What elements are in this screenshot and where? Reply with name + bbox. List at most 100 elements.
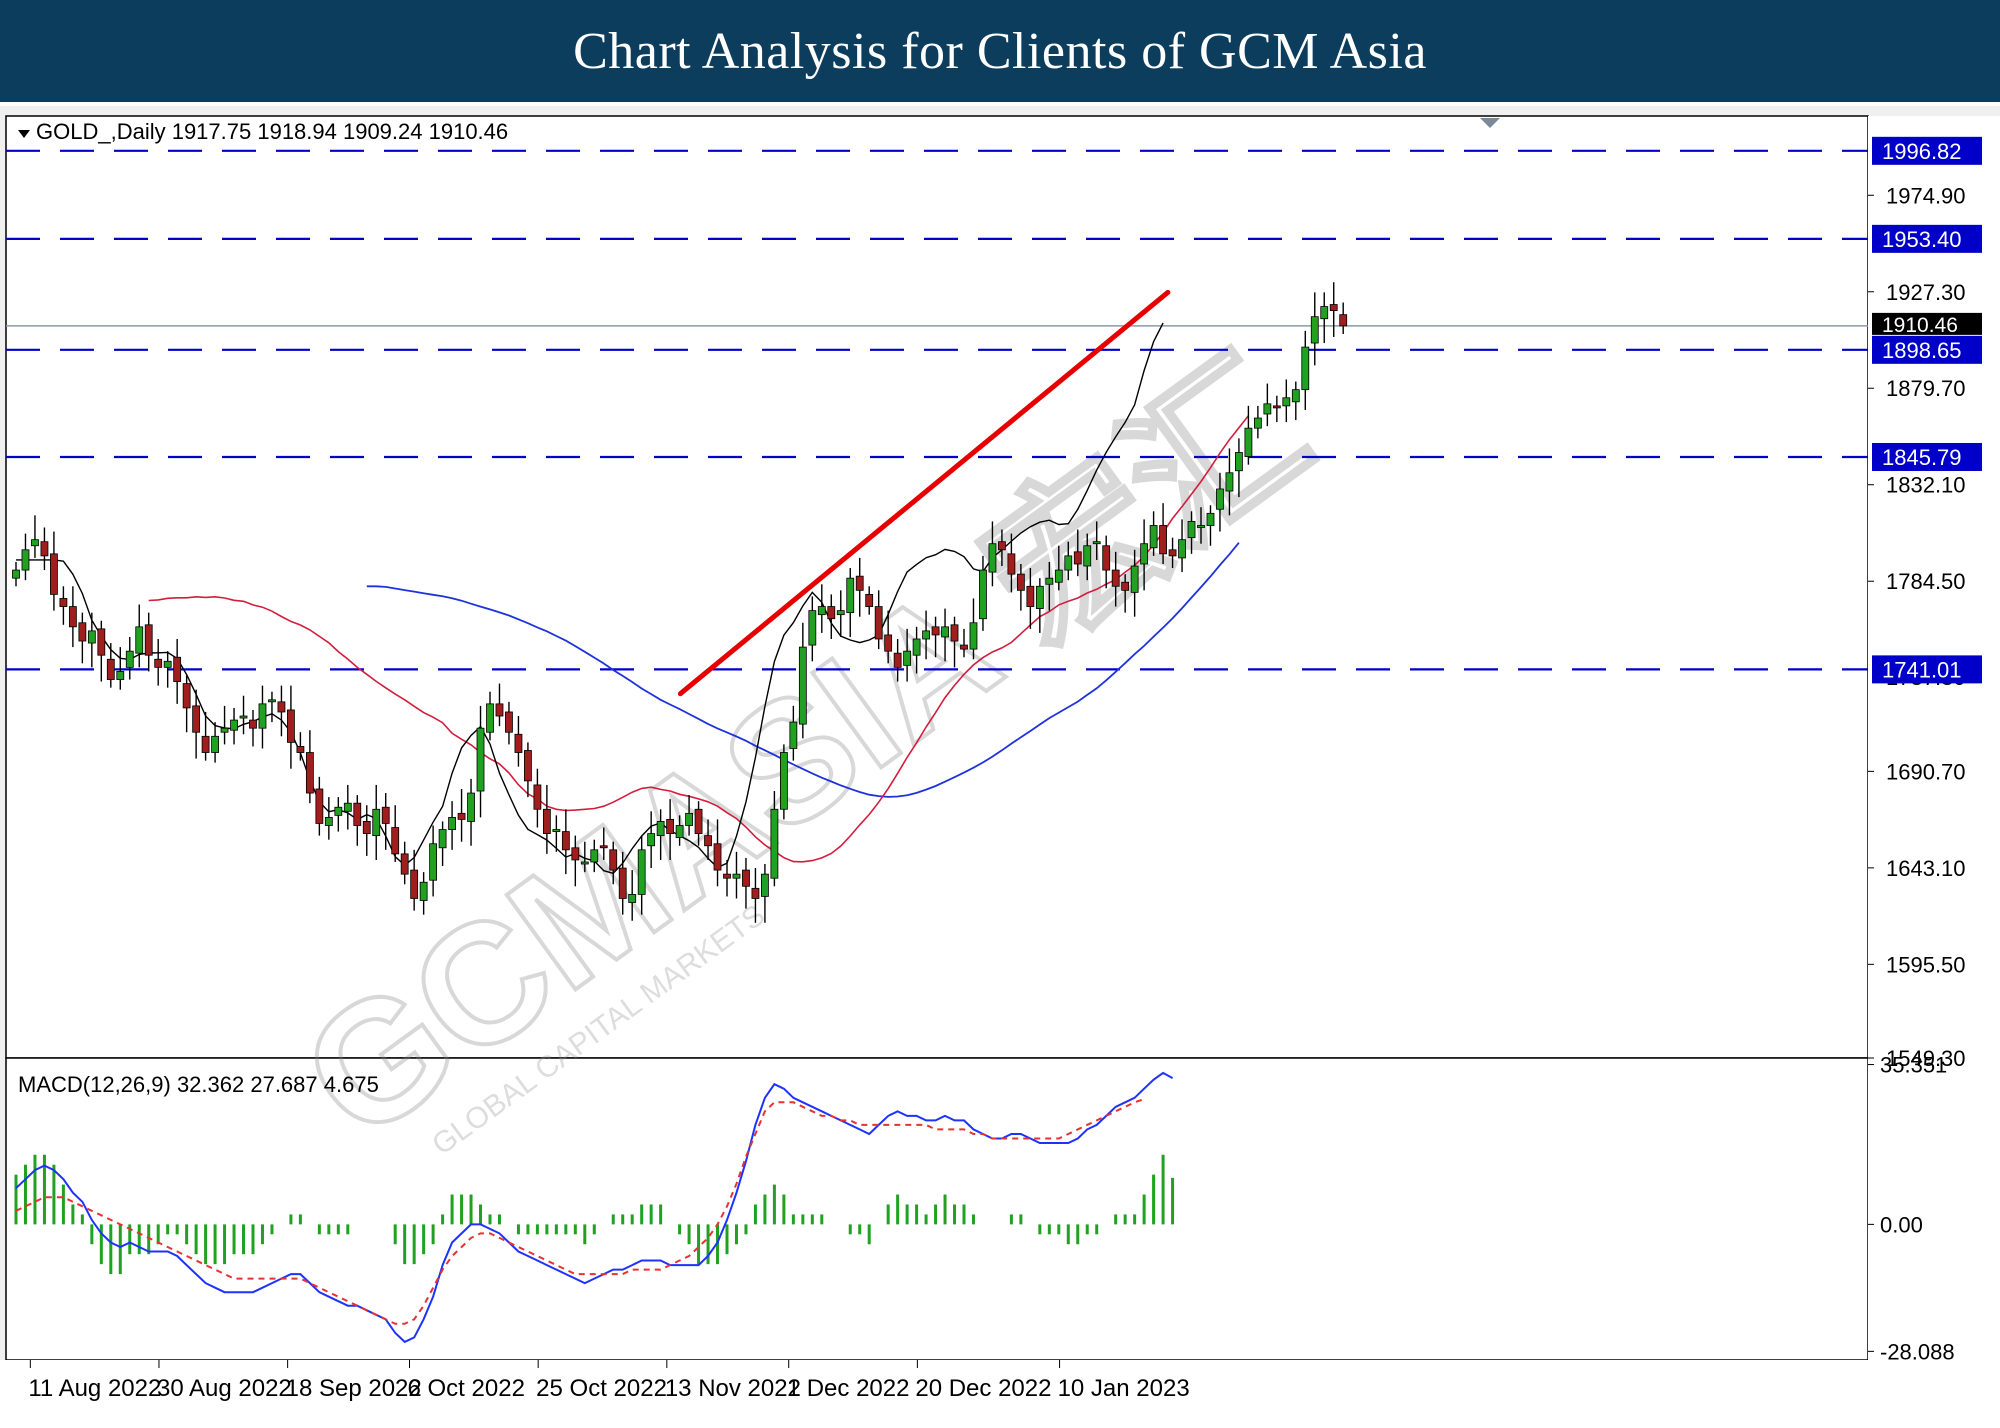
candle-body	[912, 638, 921, 656]
candle-body	[343, 802, 352, 812]
candle-body	[50, 553, 58, 595]
chart-shift-marker-icon[interactable]	[1480, 118, 1500, 128]
candle	[68, 586, 77, 648]
candle	[647, 811, 656, 869]
candle	[201, 711, 210, 761]
candle-body	[1216, 488, 1224, 510]
candle-body	[277, 701, 286, 713]
candle	[704, 819, 712, 860]
candle	[21, 533, 30, 581]
candle-body	[770, 808, 779, 879]
candle-body	[723, 873, 731, 879]
candle	[495, 683, 504, 727]
candle-body	[448, 816, 456, 830]
candle	[1225, 448, 1234, 516]
candle-body	[12, 569, 20, 579]
candle	[1083, 533, 1092, 581]
candle	[723, 859, 731, 897]
candle	[50, 531, 58, 611]
current-price-label: 1910.46	[1882, 314, 1958, 337]
candle-body	[87, 630, 96, 644]
date-tick-label: 1 Dec 2022	[787, 1375, 910, 1402]
candle	[287, 685, 295, 769]
candle	[1235, 438, 1243, 498]
candle	[31, 515, 39, 558]
date-tick-label: 11 Aug 2022	[28, 1375, 161, 1402]
candle	[1168, 537, 1177, 569]
candle-body	[1301, 346, 1310, 391]
candle	[277, 685, 286, 737]
candle	[618, 851, 627, 915]
candle-body	[220, 727, 229, 733]
candle	[1216, 472, 1224, 532]
header-banner: Chart Analysis for Clients of GCM Asia	[0, 0, 2000, 102]
level-badge	[1872, 655, 1982, 684]
candle-body	[182, 683, 191, 709]
banner-divider	[0, 102, 2000, 106]
candle-body	[666, 819, 675, 834]
candle-body	[173, 656, 182, 682]
candle-body	[713, 843, 722, 871]
candle-body	[429, 843, 438, 881]
candle	[865, 586, 874, 615]
signal-line	[15, 1098, 1145, 1325]
candle-body	[950, 624, 959, 642]
candle	[571, 835, 580, 887]
candle	[713, 819, 722, 887]
collapse-triangle-icon[interactable]	[18, 130, 30, 138]
candle-body	[865, 593, 874, 607]
ma-slow-line	[366, 542, 1240, 798]
candle	[609, 841, 618, 885]
candle	[116, 647, 125, 690]
candle-body	[486, 703, 494, 733]
page-title: Chart Analysis for Clients of GCM Asia	[573, 22, 1427, 80]
candle-body	[68, 606, 77, 628]
candle	[675, 815, 684, 846]
candle	[1016, 563, 1025, 611]
candle-body	[618, 867, 627, 899]
candle-body	[561, 831, 570, 851]
candle	[685, 795, 693, 836]
trendline-group	[677, 289, 1171, 697]
date-tick-label: 6 Oct 2022	[408, 1375, 525, 1402]
candle-body	[922, 630, 930, 640]
candle	[125, 636, 134, 680]
candle	[1282, 379, 1291, 423]
candle	[912, 626, 921, 674]
price-panel	[5, 115, 1869, 1059]
candle	[1111, 551, 1120, 607]
candle-body	[135, 626, 144, 654]
macd-tick-label: 35.351	[1880, 1053, 1947, 1078]
candle-body	[324, 816, 333, 826]
candle	[874, 590, 883, 650]
candle-body	[855, 575, 864, 591]
candle-body	[31, 539, 39, 547]
candle	[1073, 529, 1082, 577]
candle	[12, 561, 20, 587]
candle	[931, 616, 940, 658]
candle-body	[154, 658, 163, 668]
candle	[486, 691, 494, 741]
candle-body	[1149, 525, 1158, 549]
macd-tick-label: 0.00	[1880, 1212, 1923, 1237]
candle	[533, 768, 542, 828]
candle	[40, 527, 49, 571]
level-badge	[1872, 224, 1982, 253]
candle	[656, 809, 665, 860]
candle	[448, 801, 456, 850]
candle-body	[1291, 389, 1300, 403]
candle	[1064, 541, 1073, 581]
level-badge-label: 1996.82	[1882, 139, 1962, 164]
candle	[1045, 561, 1054, 611]
candle	[561, 809, 570, 875]
candle	[334, 797, 343, 832]
candle	[770, 791, 779, 887]
price-axis-labels: 1974.90 1927.30 1879.70 1832.10 1784.50 1690.…	[1868, 136, 1982, 1071]
candle-body	[647, 833, 656, 847]
candle-body	[1339, 314, 1348, 327]
candle-body	[1168, 549, 1177, 557]
candle	[381, 793, 390, 850]
candle	[192, 689, 201, 759]
candle-body	[789, 721, 798, 749]
candle	[438, 821, 447, 867]
